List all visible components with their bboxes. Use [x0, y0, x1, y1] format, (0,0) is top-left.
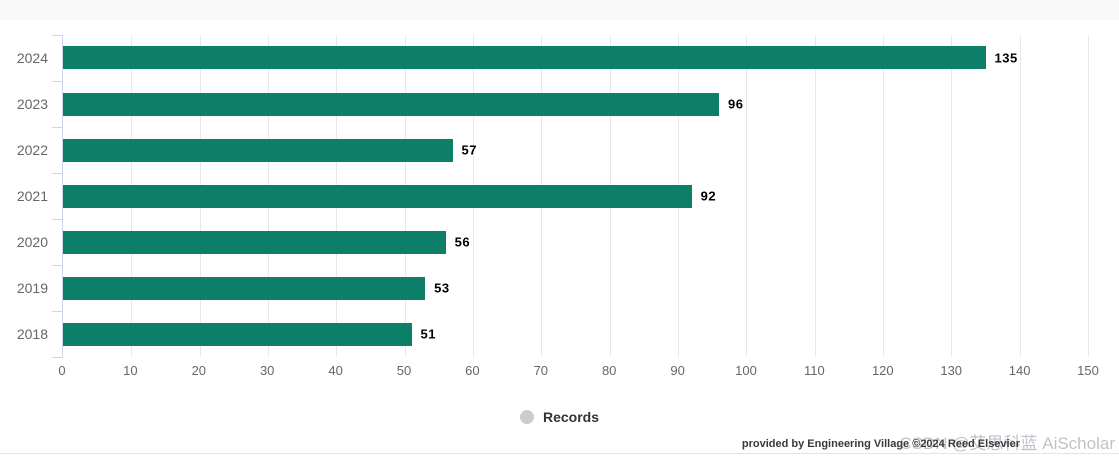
y-axis-tick — [52, 173, 63, 174]
bar-value-2022: 57 — [461, 142, 477, 158]
x-tick-label-0: 0 — [58, 363, 66, 378]
bar-2019[interactable] — [63, 276, 426, 300]
x-axis-labels: 0 10 20 30 40 50 60 70 80 90 100 110 120 130 140 150 — [58, 363, 1098, 383]
x-tick-label-120: 120 — [871, 363, 894, 378]
y-axis-tick — [52, 357, 63, 358]
bar-value-2024: 135 — [994, 50, 1018, 66]
watermark: CSDN @艾思科蓝 AiScholar — [899, 434, 1115, 453]
x-tick-label-20: 20 — [191, 363, 207, 378]
bar-2024[interactable] — [63, 46, 986, 70]
x-tick-label-90: 90 — [670, 363, 685, 378]
y-axis-tick — [52, 311, 63, 312]
y-axis-tick — [52, 219, 63, 220]
bar-value-2021: 92 — [700, 188, 717, 204]
bar-2022[interactable] — [63, 138, 453, 162]
y-tick-label-2022: 2022 — [16, 142, 48, 158]
bar-2021[interactable] — [63, 184, 692, 208]
x-tick-label-70: 70 — [533, 363, 549, 378]
bar-value-2018: 51 — [420, 326, 436, 342]
legend-marker-icon — [519, 410, 534, 424]
x-tick-label-60: 60 — [465, 363, 480, 378]
gridline-x-140 — [1019, 35, 1021, 357]
x-tick-label-130: 130 — [940, 363, 963, 378]
x-tick-label-50: 50 — [396, 363, 412, 378]
x-tick-label-150: 150 — [1077, 363, 1099, 378]
x-tick-label-100: 100 — [735, 363, 757, 378]
y-axis-labels: 2024 2023 2022 2021 2020 2019 2018 — [0, 35, 50, 357]
y-axis-tick — [52, 81, 63, 82]
plot-area: 135 96 57 92 56 53 51 — [52, 35, 1089, 358]
x-tick-label-80: 80 — [601, 363, 617, 378]
bar-2023[interactable] — [63, 92, 719, 116]
y-tick-label-2024: 2024 — [16, 50, 48, 66]
gridline-x-130 — [951, 35, 953, 357]
y-axis-tick — [52, 265, 63, 266]
x-tick-label-40: 40 — [328, 363, 343, 378]
bar-value-2023: 96 — [728, 96, 744, 112]
legend-item-records[interactable]: Records — [0, 409, 1119, 425]
x-tick-label-140: 140 — [1008, 363, 1031, 378]
x-tick-label-30: 30 — [259, 363, 275, 378]
y-tick-label-2020: 2020 — [16, 234, 48, 250]
legend-label: Records — [542, 409, 600, 425]
x-tick-label-10: 10 — [123, 363, 138, 378]
y-tick-label-2021: 2021 — [16, 188, 48, 204]
y-axis-tick — [52, 127, 63, 128]
gridline-x-110 — [814, 35, 816, 357]
y-tick-label-2018: 2018 — [16, 325, 48, 342]
gridline-x-120 — [883, 35, 884, 357]
bar-value-2020: 56 — [454, 234, 471, 250]
bottom-divider — [0, 453, 1119, 454]
credits-text: provided by Engineering Village ©2024 Re… — [741, 438, 1020, 450]
bar-2018[interactable] — [63, 322, 412, 346]
gridline-x-100 — [746, 35, 748, 357]
y-tick-label-2019: 2019 — [16, 280, 48, 296]
top-band — [0, 0, 1119, 20]
bar-value-2019: 53 — [434, 280, 450, 296]
y-tick-label-2023: 2023 — [16, 96, 48, 112]
x-tick-label-110: 110 — [804, 363, 825, 378]
bar-2020[interactable] — [63, 230, 446, 254]
gridline-x-150 — [1088, 35, 1089, 357]
y-axis-tick — [52, 35, 63, 36]
